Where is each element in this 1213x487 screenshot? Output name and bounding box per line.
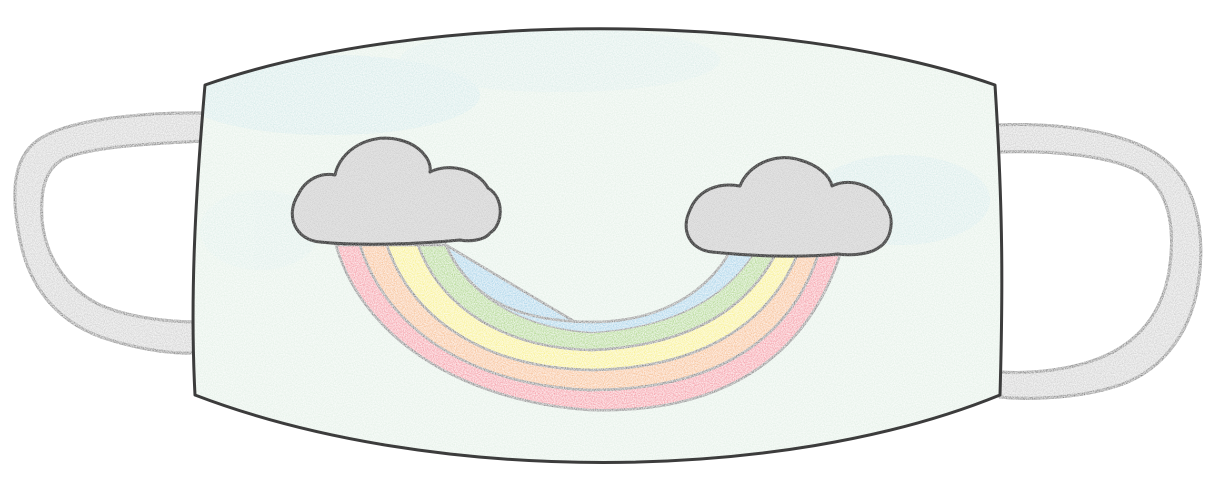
rainbow-inner-edge: [444, 244, 730, 324]
right-ear-strap: [995, 123, 1203, 400]
left-cloud: [290, 136, 502, 246]
right-cloud: [684, 156, 893, 258]
rainbow-band-blue-main: [446, 245, 752, 332]
left-ear-strap: [13, 111, 208, 355]
mask-body: [193, 28, 1002, 463]
mask-outline: [191, 27, 1004, 464]
